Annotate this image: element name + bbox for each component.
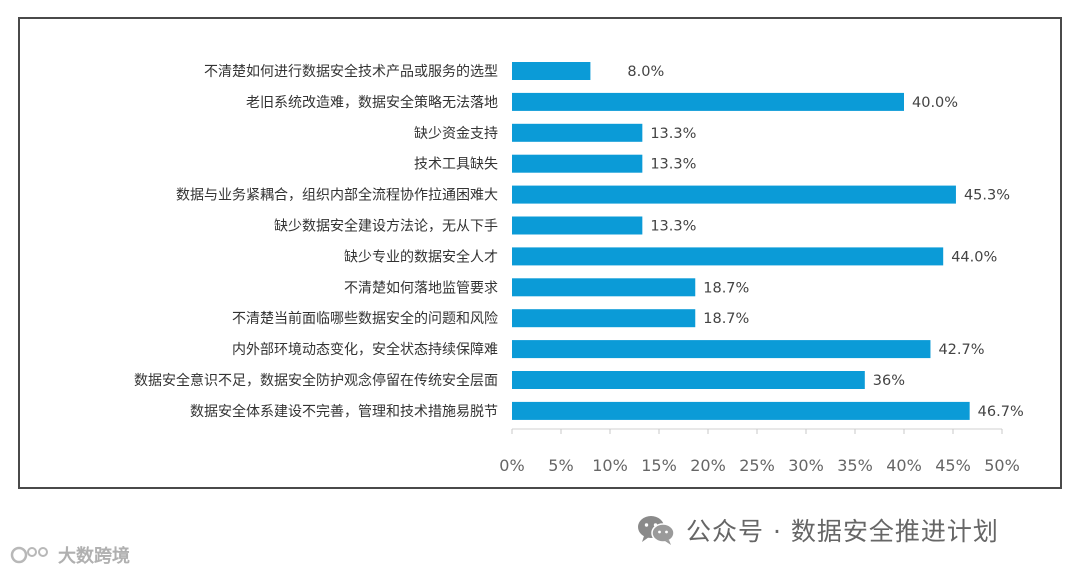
x-tick-label: 35% [837, 456, 873, 475]
value-label: 40.0% [912, 95, 958, 111]
category-label: 不清楚如何进行数据安全技术产品或服务的选型 [204, 63, 498, 80]
x-tick-label: 40% [886, 456, 922, 475]
wechat-watermark: 公众号 · 数据安全推进计划 [636, 512, 999, 548]
value-label: 18.7% [703, 311, 749, 327]
bar [512, 154, 643, 173]
bar [512, 92, 904, 111]
value-label: 46.7% [978, 404, 1024, 420]
value-label: 13.3% [650, 219, 696, 235]
value-label: 42.7% [938, 342, 984, 358]
category-label: 缺少专业的数据安全人才 [344, 248, 498, 265]
category-label: 数据安全意识不足，数据安全防护观念停留在传统安全层面 [134, 372, 498, 389]
chart-frame: 0% 5% 10% 15% 20% 25% 30% 35% 40% 45% 50% 不清楚如何进行数… [18, 17, 1062, 489]
x-tick-label: 0% [499, 456, 524, 475]
value-label: 8.0% [627, 64, 664, 80]
bar [512, 185, 956, 204]
bar [512, 247, 944, 266]
category-label: 技术工具缺失 [414, 157, 498, 173]
value-label: 45.3% [964, 188, 1010, 204]
value-label: 44.0% [951, 249, 997, 265]
category-label: 不清楚如何落地监管要求 [344, 280, 498, 296]
bar [512, 216, 643, 235]
brand-watermark: 大数跨境 [10, 542, 130, 568]
x-tick-label: 10% [592, 456, 628, 475]
x-tick-label: 45% [935, 456, 971, 475]
brand-text: 大数跨境 [58, 546, 130, 567]
bar [512, 62, 591, 80]
value-label: 13.3% [650, 126, 696, 142]
category-label: 缺少数据安全建设方法论，无从下手 [274, 218, 498, 235]
bar [512, 123, 643, 142]
category-label: 数据与业务紧耦合，组织内部全流程协作拉通困难大 [176, 187, 498, 204]
category-label: 老旧系统改造难，数据安全策略无法落地 [246, 94, 498, 111]
x-tick-label: 50% [984, 456, 1020, 475]
value-label: 36% [873, 373, 905, 389]
x-tick-label: 25% [739, 456, 775, 475]
x-tick-label: 20% [690, 456, 726, 475]
value-label: 13.3% [650, 157, 696, 173]
category-label: 数据安全体系建设不完善，管理和技术措施易脱节 [190, 403, 498, 420]
bar [512, 340, 931, 359]
wechat-account-text: 公众号 · 数据安全推进计划 [686, 517, 999, 546]
x-tick-label: 15% [641, 456, 677, 475]
bar [512, 278, 696, 297]
category-label: 内外部环境动态变化，安全状态持续保障难 [232, 341, 498, 358]
wechat-icon [638, 516, 675, 545]
bar [512, 309, 696, 328]
category-label: 不清楚当前面临哪些数据安全的问题和风险 [232, 310, 498, 327]
x-tick-label: 5% [548, 456, 573, 475]
x-tick-label: 30% [788, 456, 824, 475]
value-label: 18.7% [703, 280, 749, 296]
bar-chart: 0% 5% 10% 15% 20% 25% 30% 35% 40% 45% 50% 不清楚如何进行数… [134, 62, 1024, 475]
category-label: 缺少资金支持 [414, 126, 498, 142]
bar [512, 371, 865, 389]
brand-logo-icon [10, 546, 48, 564]
bar [512, 401, 970, 420]
